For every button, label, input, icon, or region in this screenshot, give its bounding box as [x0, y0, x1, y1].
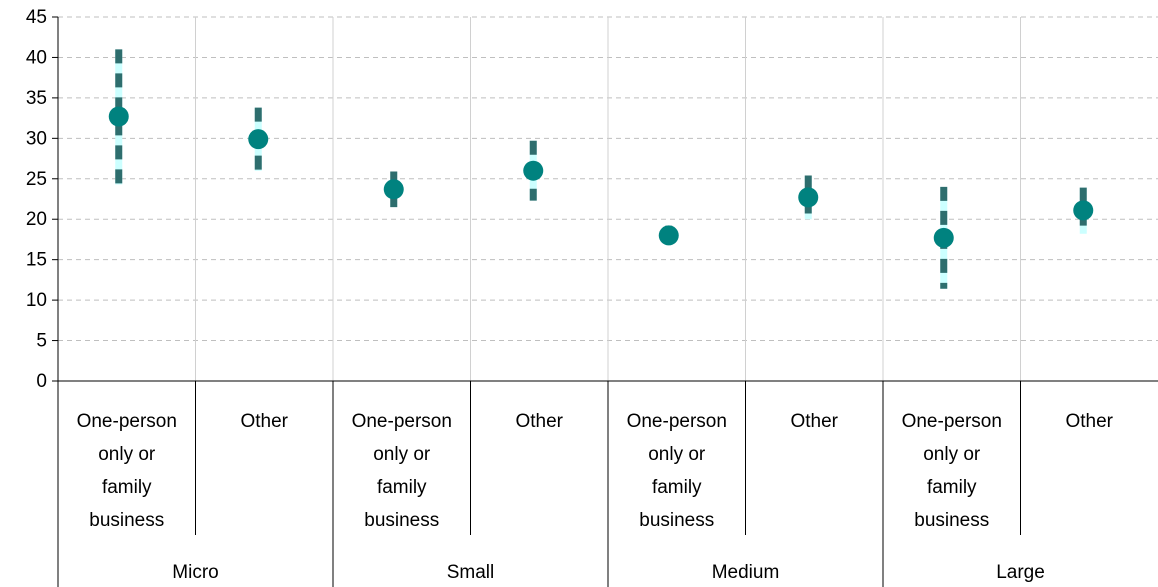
category-label: One-person	[352, 411, 452, 432]
y-tick-label: 35	[26, 88, 47, 109]
category-label: family	[377, 477, 427, 498]
category-label: family	[652, 477, 702, 498]
data-point	[933, 227, 954, 248]
category-label: Other	[1065, 411, 1113, 432]
y-tick-label: 5	[36, 331, 47, 352]
data-point	[1073, 200, 1094, 221]
category-label: business	[639, 510, 714, 531]
y-tick-label: 40	[26, 47, 47, 68]
category-label: business	[89, 510, 164, 531]
category-label: Other	[240, 411, 288, 432]
category-label: Other	[790, 411, 838, 432]
category-label: only or	[98, 444, 156, 465]
y-tick-label: 20	[26, 209, 47, 230]
category-label: One-person	[77, 411, 177, 432]
category-labels: One-person only or family business Other One-…	[77, 411, 1114, 531]
category-label: only or	[373, 444, 431, 465]
category-label: only or	[923, 444, 981, 465]
axes	[52, 16, 1158, 587]
group-label: Small	[447, 562, 495, 583]
y-tick-label: 45	[26, 7, 47, 28]
category-label: business	[914, 510, 989, 531]
category-label: One-person	[902, 411, 1002, 432]
group-label: Large	[996, 562, 1045, 583]
group-labels: Micro Small Medium Large	[172, 562, 1045, 583]
data-point	[383, 179, 404, 200]
group-label: Micro	[172, 562, 218, 583]
data-series	[108, 49, 1094, 289]
y-tick-label: 30	[26, 128, 47, 149]
category-label: only or	[648, 444, 706, 465]
category-label: Other	[515, 411, 563, 432]
category-label: business	[364, 510, 439, 531]
group-label: Medium	[712, 562, 780, 583]
data-point	[108, 106, 129, 127]
y-tick-label: 25	[26, 169, 47, 190]
y-tick-label: 10	[26, 290, 47, 311]
category-label: family	[927, 477, 977, 498]
y-tick-labels: 0 5 10 15 20 25 30 35 40 45	[26, 7, 47, 392]
category-label: One-person	[627, 411, 727, 432]
category-separators	[195, 17, 1021, 587]
data-point	[523, 160, 544, 181]
category-label: family	[102, 477, 152, 498]
y-tick-label: 0	[36, 371, 47, 392]
y-tick-label: 15	[26, 250, 47, 271]
data-point	[248, 129, 269, 150]
data-point	[798, 187, 819, 208]
data-point	[658, 225, 679, 246]
